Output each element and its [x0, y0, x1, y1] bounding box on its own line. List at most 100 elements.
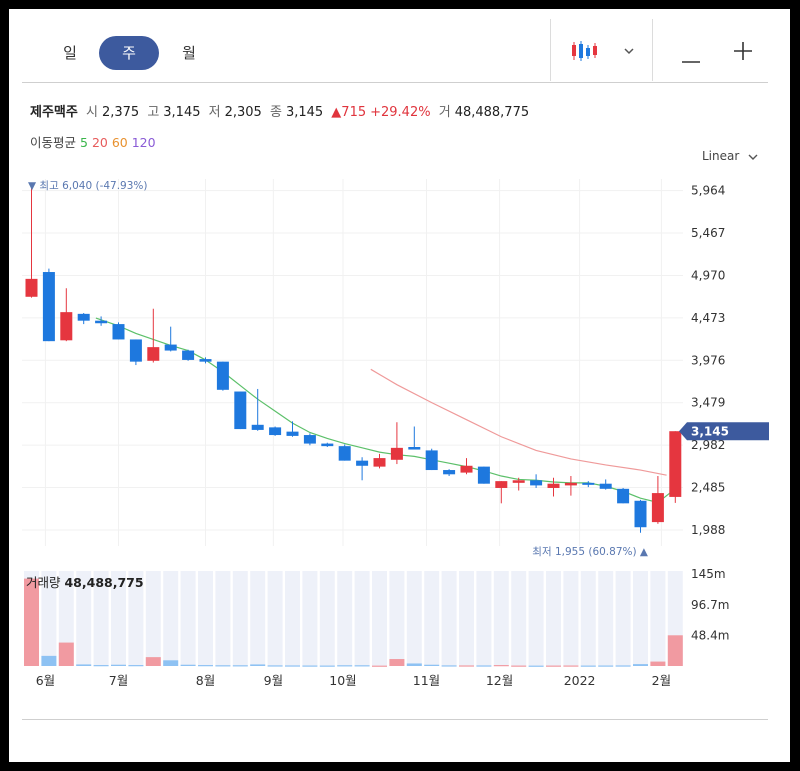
footer-divider — [22, 719, 768, 720]
ma5-line — [95, 317, 676, 504]
chevron-down-icon[interactable] — [623, 42, 635, 55]
candle-body — [199, 359, 212, 362]
volume-bar — [198, 665, 213, 667]
tab-daily[interactable]: 일 — [63, 44, 77, 62]
candle — [251, 388, 264, 431]
volume-value: 48,488,775 — [454, 105, 530, 120]
x-tick-label: 12월 — [486, 673, 513, 688]
y-tick-label: 2,485 — [691, 481, 725, 495]
volume-bar — [41, 655, 57, 666]
volume-bar — [145, 657, 161, 666]
candle — [512, 477, 525, 491]
ma-60[interactable]: 60 — [111, 135, 128, 150]
volume-bar — [546, 665, 561, 667]
volume-background-column — [598, 571, 614, 666]
toolbar-divider — [652, 19, 653, 81]
candle-body — [408, 446, 421, 450]
volume-background-column — [389, 571, 405, 666]
candle-body — [251, 424, 264, 430]
x-tick-label: 2월 — [652, 673, 671, 688]
candle-body — [60, 312, 73, 341]
candle — [25, 184, 38, 298]
candle-body — [234, 391, 247, 430]
candle — [60, 288, 73, 342]
high-label: 고 — [147, 105, 160, 120]
open-value: 2,375 — [101, 105, 140, 120]
candle — [182, 349, 195, 361]
candle — [547, 477, 560, 497]
candlestick-icon[interactable] — [571, 40, 601, 62]
volume-tick-label: 96.7m — [691, 598, 729, 612]
ma-legend: 이동평균 5 20 60 120 — [30, 132, 156, 151]
candle — [129, 339, 142, 366]
y-tick-label: 5,467 — [691, 226, 725, 240]
volume-bar — [215, 665, 231, 667]
candle-body — [460, 465, 473, 473]
candle-body — [129, 339, 142, 362]
candle — [112, 322, 125, 340]
close-value: 3,145 — [285, 105, 324, 120]
candle — [321, 442, 334, 447]
volume-background-column — [198, 571, 213, 666]
candle-body — [216, 361, 229, 390]
volume-background-column — [128, 571, 144, 666]
volume-bar — [76, 664, 92, 666]
low-label: 저 — [208, 105, 221, 120]
volume-bar — [633, 664, 648, 666]
chart-widget: 일 주 월 제주맥주 시 2,375 고 3,145 저 2,305 종 3,145 ▲… — [9, 9, 790, 762]
y-tick-label: 4,473 — [691, 311, 725, 325]
scale-label: Linear — [702, 149, 740, 163]
candle-body — [42, 272, 55, 342]
candle — [617, 487, 630, 504]
volume-bar — [285, 665, 300, 667]
volume-tick-label: 48.4m — [691, 628, 729, 642]
candle-body — [651, 493, 664, 523]
price-chart[interactable]: 5,964 5,467 4,970 4,473 3,976 3,479 2,982 2,485… — [9, 9, 790, 699]
x-tick-label: 8월 — [196, 673, 215, 688]
tab-monthly[interactable]: 월 — [182, 44, 196, 62]
candle-body — [77, 313, 90, 321]
candle-body — [477, 466, 490, 484]
x-tick-label: 9월 — [264, 673, 283, 688]
header-divider — [22, 82, 768, 83]
volume-background-column — [354, 571, 370, 666]
candle — [495, 481, 508, 504]
volume-background-column — [58, 571, 74, 666]
zoom-in-button[interactable] — [733, 41, 753, 61]
ma-20[interactable]: 20 — [91, 135, 108, 150]
candle — [95, 316, 108, 326]
volume-background-column — [163, 571, 179, 666]
tab-weekly[interactable]: 주 — [99, 36, 159, 70]
candle-body — [547, 483, 560, 488]
volume-background-column — [511, 571, 527, 666]
ma-120[interactable]: 120 — [131, 135, 156, 150]
zoom-out-button[interactable] — [681, 49, 701, 63]
volume-background-column — [372, 571, 387, 666]
close-label: 종 — [269, 105, 282, 120]
last-price-label: 3,145 — [691, 425, 729, 439]
x-tick-label: 10월 — [329, 673, 356, 688]
change-value: ▲715 — [331, 105, 367, 120]
volume-bar — [667, 635, 683, 666]
candle — [147, 308, 160, 363]
x-tick-label: 2022 — [564, 673, 596, 688]
y-tick-label: 2,982 — [691, 438, 725, 452]
candle-body — [338, 446, 351, 461]
candle-body — [425, 450, 438, 471]
volume-bar — [58, 642, 74, 666]
candle — [42, 268, 55, 342]
ma-5[interactable]: 5 — [80, 135, 88, 150]
y-tick-label: 3,976 — [691, 353, 725, 367]
volume-bar — [337, 665, 353, 667]
volume-bar — [232, 665, 248, 667]
candle-body — [564, 482, 577, 486]
x-tick-label: 11월 — [413, 673, 440, 688]
candle — [356, 457, 369, 481]
volume-background-column — [615, 571, 631, 666]
volume-bar — [580, 665, 596, 667]
candle-body — [147, 347, 160, 361]
volume-background-column — [250, 571, 266, 666]
scale-selector[interactable]: Linear — [702, 149, 759, 163]
volume-bar — [180, 664, 196, 666]
candle-body — [269, 427, 282, 436]
